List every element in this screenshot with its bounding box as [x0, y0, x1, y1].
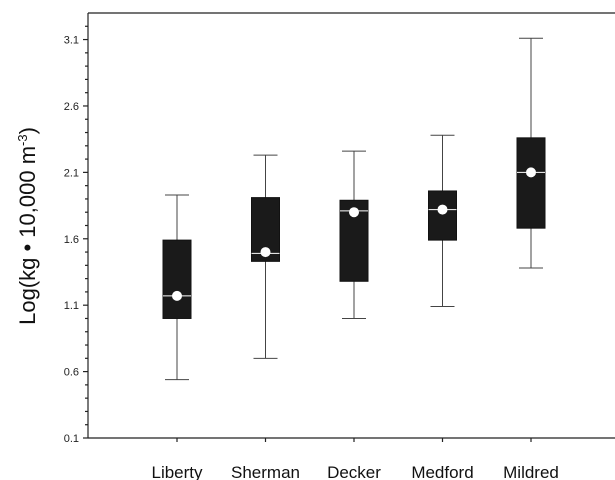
y-tick-label: 0.1	[64, 433, 79, 445]
y-axis-label-main: Log(kg • 10,000 m	[15, 146, 40, 325]
box-iqr	[516, 137, 546, 229]
boxes	[162, 37, 546, 442]
y-axis-label: Log(kg • 10,000 m-3)	[15, 127, 40, 325]
box-iqr	[162, 239, 192, 319]
x-tick-label: Mildred	[503, 463, 559, 480]
mean-marker	[437, 204, 448, 215]
box-group	[516, 37, 546, 442]
x-tick-label: Decker	[327, 463, 381, 480]
y-axis-label-suffix: )	[15, 127, 40, 134]
box-group	[339, 150, 369, 442]
mean-marker	[526, 167, 536, 178]
y-tick-label: 3.1	[64, 35, 79, 47]
y-tick-label: 1.6	[64, 234, 79, 246]
box-group	[428, 134, 457, 442]
mean-marker	[260, 247, 271, 258]
y-tick-label: 1.1	[64, 300, 79, 312]
x-tick-labels: Liberty Sherman Decker Medford Mildred	[151, 463, 558, 480]
box-group	[251, 154, 280, 442]
mean-marker	[172, 290, 182, 301]
x-tick-label: Sherman	[231, 463, 300, 480]
x-tick-label: Liberty	[151, 463, 203, 480]
y-tick-label: 0.6	[64, 367, 79, 379]
y-ticks: 0.1 0.6 1.1 1.6 2.1 2.6 3.1	[64, 25, 88, 445]
mean-marker	[349, 207, 359, 218]
y-tick-label: 2.6	[64, 101, 79, 113]
box-iqr	[428, 190, 457, 241]
y-tick-label: 2.1	[64, 167, 79, 179]
x-tick-label: Medford	[411, 463, 473, 480]
y-axis-label-superscript: -3	[15, 134, 30, 146]
box-group	[162, 194, 192, 442]
